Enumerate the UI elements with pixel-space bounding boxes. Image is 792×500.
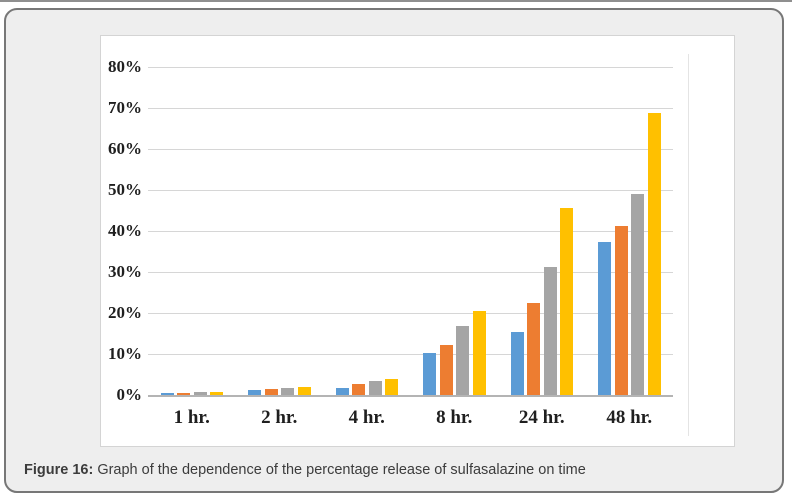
bar <box>423 353 436 395</box>
bar <box>264 389 278 395</box>
figure-card: 80% 70% 60% 50% 40% 30% 20% 10% 0% 1 hr. 2 hr. 4 hr… <box>4 8 784 493</box>
bar <box>598 242 611 395</box>
gridline-70 <box>148 108 673 109</box>
bar <box>472 311 486 395</box>
bar <box>560 208 573 395</box>
x-axis-label: 8 hr. <box>436 407 473 428</box>
bar <box>647 113 661 395</box>
x-axis-label: 24 hr. <box>518 407 565 428</box>
gridline-50 <box>148 190 673 191</box>
plot-right-border <box>688 54 689 436</box>
y-axis-label: 70% <box>108 98 142 117</box>
bar <box>368 381 382 395</box>
bar <box>631 194 644 395</box>
y-axis-label: 40% <box>108 221 142 240</box>
bar <box>193 392 207 395</box>
x-axis-label: 4 hr. <box>348 407 385 428</box>
y-axis-label: 50% <box>108 180 142 199</box>
bar <box>177 393 190 395</box>
gridline-40 <box>148 231 673 232</box>
bar <box>335 388 349 395</box>
y-axis-label: 30% <box>108 262 142 281</box>
x-axis-baseline <box>148 395 673 397</box>
y-axis-label: 0% <box>116 385 143 404</box>
bar <box>160 393 174 395</box>
x-axis-label: 2 hr. <box>261 407 298 428</box>
y-axis-label: 10% <box>108 344 142 363</box>
gridline-30 <box>148 272 673 273</box>
bar <box>510 332 524 395</box>
gridline-20 <box>148 313 673 314</box>
y-axis-label: 20% <box>108 303 142 322</box>
bar <box>527 303 540 395</box>
figure-caption-text: Graph of the dependence of the percentag… <box>93 462 586 478</box>
bar <box>297 387 311 395</box>
x-axis-label: 1 hr. <box>173 407 210 428</box>
page-top-rule <box>0 0 792 2</box>
x-axis-label: 48 hr. <box>606 407 653 428</box>
figure-caption-label: Figure 16: <box>24 462 94 478</box>
bar <box>614 226 628 395</box>
bar <box>543 267 557 395</box>
y-axis-label: 60% <box>108 139 142 158</box>
bar <box>281 388 294 395</box>
figure-caption: Figure 16: Graph of the dependence of th… <box>24 462 764 478</box>
gridline-80 <box>148 67 673 68</box>
bar <box>248 390 261 395</box>
bar <box>385 379 398 395</box>
gridline-60 <box>148 149 673 150</box>
bar <box>210 392 223 395</box>
bar <box>352 384 365 395</box>
gridline-10 <box>148 354 673 355</box>
bar <box>439 345 453 395</box>
bar <box>456 326 469 395</box>
y-axis-label: 80% <box>108 57 142 76</box>
chart-panel: 80% 70% 60% 50% 40% 30% 20% 10% 0% 1 hr. 2 hr. 4 hr… <box>100 35 735 447</box>
